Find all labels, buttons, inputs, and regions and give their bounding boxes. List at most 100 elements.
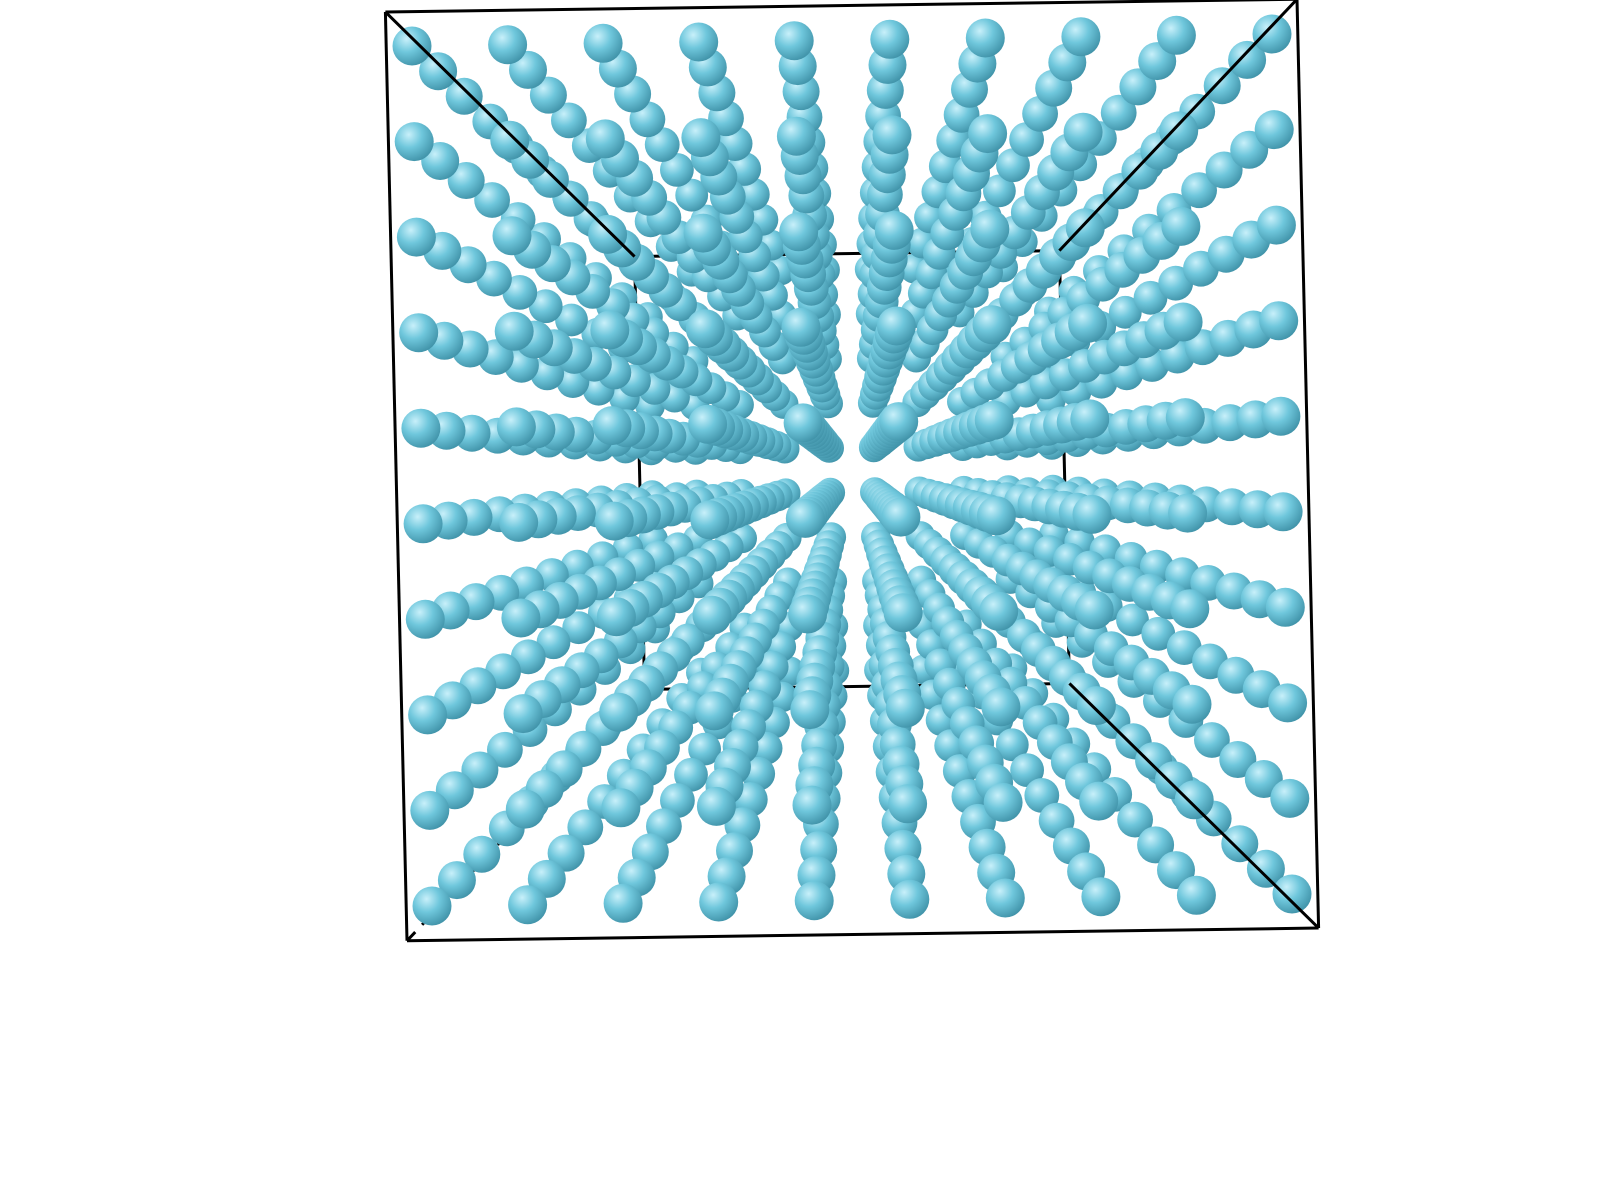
atom [983, 782, 1023, 822]
atom [1061, 17, 1101, 57]
atom [1010, 753, 1044, 787]
atom [1076, 686, 1116, 726]
atom [965, 18, 1005, 58]
atom [1133, 280, 1168, 315]
atom [1070, 399, 1110, 439]
atom [1205, 151, 1243, 189]
atom [536, 625, 571, 660]
box-front-edge [1295, 0, 1321, 929]
atom [437, 861, 476, 900]
atom [501, 598, 541, 638]
atom [970, 209, 1010, 249]
atom [674, 757, 708, 792]
atom [981, 687, 1021, 727]
atom [1174, 780, 1214, 820]
atom [599, 692, 639, 732]
atom [551, 102, 587, 139]
atom [401, 408, 441, 448]
atom [776, 116, 816, 156]
atom [1116, 603, 1149, 637]
atom [1172, 684, 1212, 724]
atom [675, 178, 709, 212]
atom [555, 303, 588, 337]
atom [592, 406, 632, 446]
atom [463, 835, 501, 873]
atom [660, 153, 694, 187]
atom [874, 210, 914, 250]
atom [396, 217, 436, 257]
atom [688, 732, 721, 766]
atom [1141, 616, 1176, 651]
atom [974, 400, 1014, 440]
atom [1270, 778, 1310, 818]
atom [1263, 492, 1303, 532]
atom [528, 289, 563, 324]
atom [1168, 493, 1208, 533]
atom [1117, 801, 1153, 838]
atom [490, 120, 530, 160]
atom [403, 504, 443, 544]
atom [410, 790, 450, 830]
atom [883, 593, 923, 633]
atom [890, 879, 930, 919]
atom [1165, 398, 1205, 438]
atom [603, 883, 643, 923]
box-front-edge [385, 0, 1298, 14]
atom [983, 174, 1016, 208]
atom [1163, 302, 1203, 342]
atom [696, 786, 736, 826]
atom [1254, 110, 1294, 150]
atom [405, 599, 445, 639]
atom [1065, 208, 1105, 248]
atom-lattice [392, 14, 1312, 926]
atom [594, 501, 634, 541]
atom [1156, 15, 1196, 55]
atom [1100, 94, 1137, 131]
atom [692, 595, 732, 635]
atom [690, 500, 730, 540]
atom [447, 162, 485, 199]
atom [1063, 112, 1103, 152]
atom [1074, 590, 1114, 630]
atom [681, 118, 721, 158]
atom [881, 497, 921, 537]
atom [596, 597, 636, 637]
atom [1265, 587, 1305, 627]
atom [461, 751, 499, 789]
box-front-edge [406, 926, 1319, 943]
atom [505, 789, 545, 829]
atom [1221, 825, 1259, 863]
atom [487, 731, 523, 768]
atom [492, 216, 532, 256]
atom [785, 498, 825, 538]
atom [1079, 781, 1119, 821]
atom [562, 611, 596, 645]
atom [1161, 206, 1201, 246]
atom [408, 695, 448, 735]
atom [985, 878, 1025, 918]
atom [870, 19, 910, 59]
atom [688, 404, 728, 444]
atom [694, 691, 734, 731]
atom [1219, 741, 1257, 778]
box-depth-edge [1058, 0, 1299, 252]
atom [567, 809, 604, 846]
atom [788, 594, 828, 634]
atom [979, 591, 1019, 631]
atom [419, 52, 458, 91]
atom [1108, 295, 1142, 329]
atom [1268, 683, 1308, 723]
atom [392, 26, 432, 66]
atom [503, 694, 543, 734]
atom [588, 214, 628, 254]
atom [585, 119, 625, 159]
atom [1081, 877, 1121, 917]
atom [794, 881, 834, 921]
atom [781, 307, 821, 347]
atom [474, 182, 510, 218]
atom [876, 306, 916, 346]
atom [1181, 172, 1217, 209]
atom [699, 882, 739, 922]
